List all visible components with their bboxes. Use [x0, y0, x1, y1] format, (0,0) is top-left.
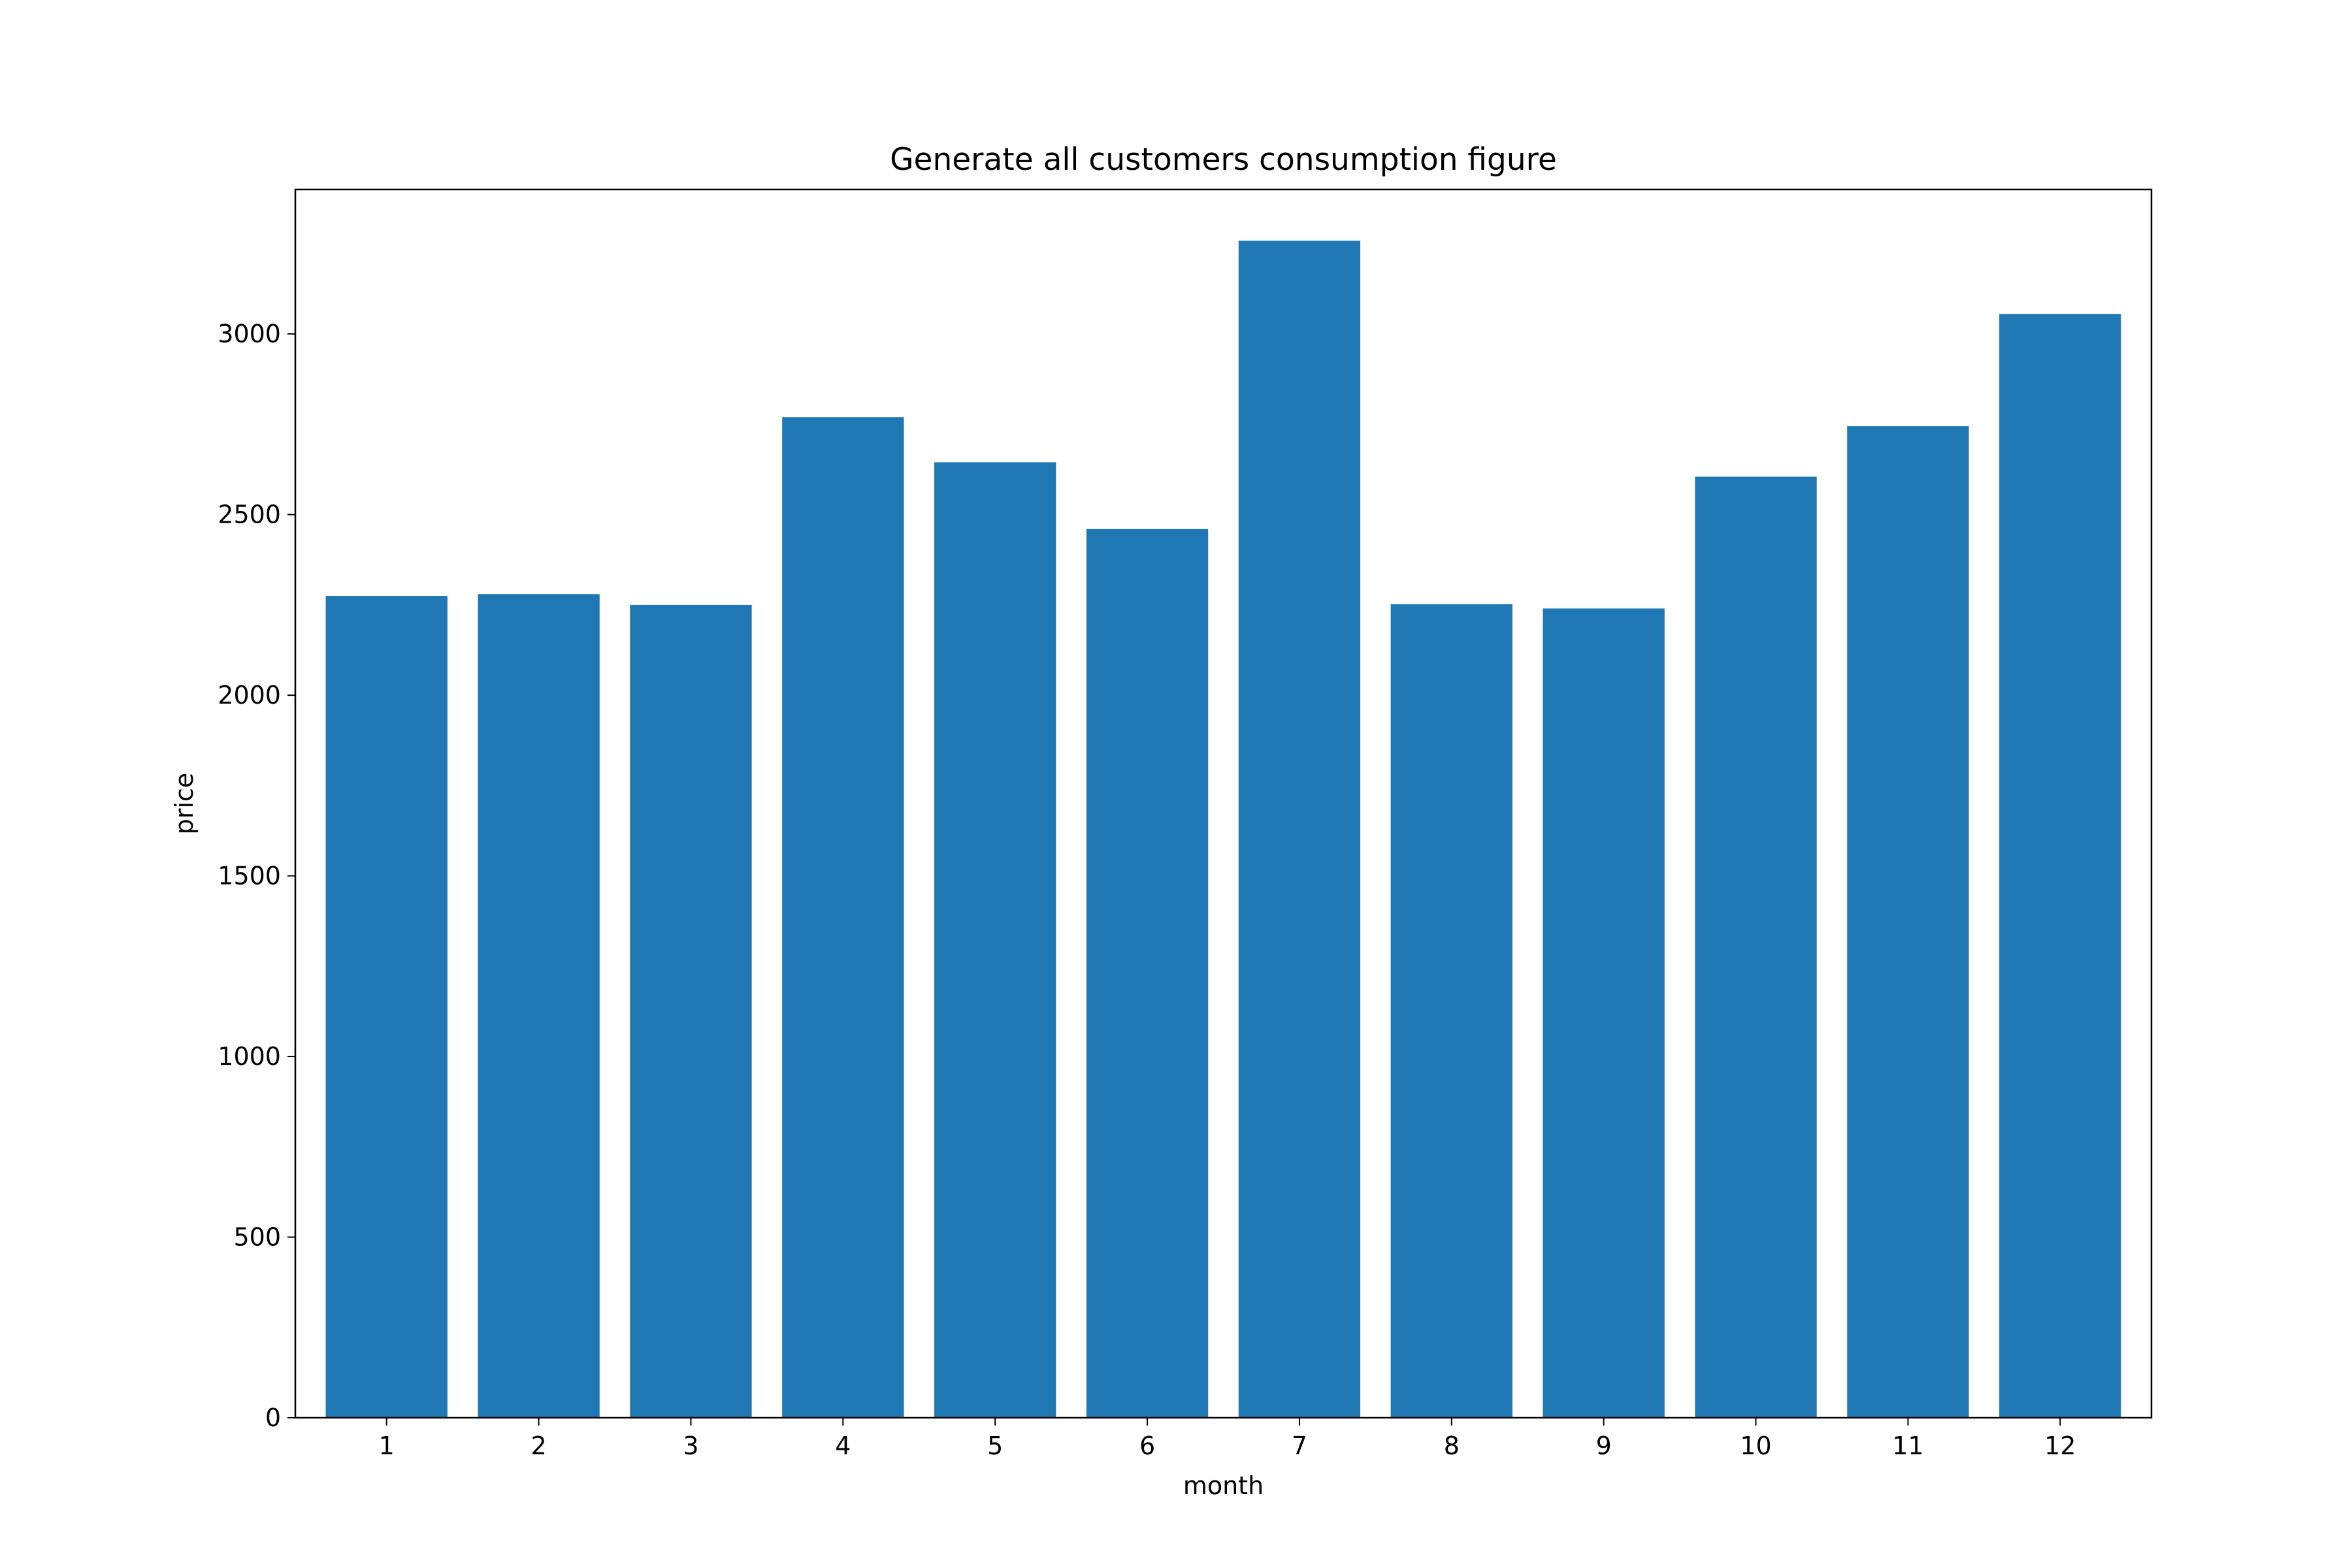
bar-month-1	[325, 596, 448, 1418]
bar-month-2	[478, 594, 600, 1418]
bar-month-5	[934, 462, 1056, 1418]
x-tick-label: 12	[2044, 1431, 2076, 1460]
bar-month-10	[1695, 476, 1817, 1418]
x-tick-label: 10	[1740, 1431, 1771, 1460]
y-tick-label: 1500	[218, 862, 281, 890]
y-tick-label: 2500	[218, 500, 281, 529]
bar-month-11	[1847, 426, 1969, 1418]
bar-month-8	[1390, 604, 1512, 1418]
y-tick-label: 0	[265, 1403, 281, 1432]
plot-frame	[294, 188, 2153, 1419]
y-tick-label: 3000	[218, 319, 281, 348]
x-tick-label: 3	[683, 1431, 698, 1460]
y-tick-label: 1000	[218, 1042, 281, 1071]
y-tick-label: 2000	[218, 681, 281, 710]
x-tick-label: 4	[835, 1431, 851, 1460]
x-tick-label: 9	[1596, 1431, 1612, 1460]
bar-month-12	[1999, 314, 2121, 1418]
bar-month-4	[782, 417, 904, 1418]
y-tick-label: 500	[233, 1223, 281, 1252]
x-tick-label: 8	[1444, 1431, 1460, 1460]
bars-layer	[325, 240, 2121, 1418]
x-tick-label: 7	[1292, 1431, 1307, 1460]
x-tick-label: 5	[987, 1431, 1003, 1460]
x-tick-label: 2	[531, 1431, 546, 1460]
x-tick-label: 6	[1139, 1431, 1155, 1460]
y-axis-label: price	[170, 773, 199, 835]
bar-month-7	[1238, 240, 1361, 1418]
x-axis-label: month	[1183, 1471, 1264, 1500]
x-tick-label: 11	[1892, 1431, 1923, 1460]
chart-title: Generate all customers consumption figur…	[890, 142, 1557, 178]
x-tick-label: 1	[379, 1431, 395, 1460]
bar-month-9	[1543, 608, 1665, 1418]
bar-month-6	[1086, 529, 1209, 1418]
bar-month-3	[630, 604, 752, 1418]
